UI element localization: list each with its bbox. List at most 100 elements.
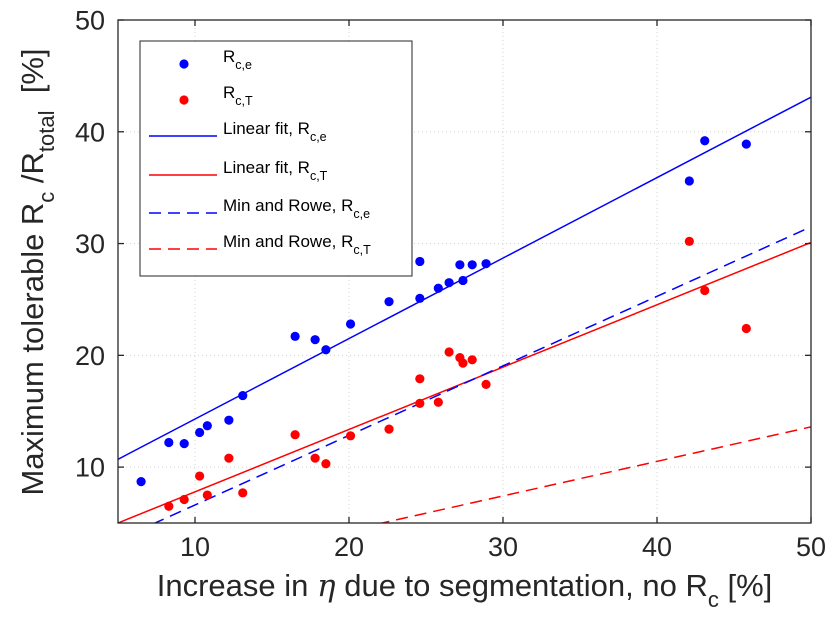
legend-label: Linear fit, Rc,T (223, 158, 328, 183)
legend-label-subscript: c,e (310, 130, 327, 144)
legend-label-main: Linear fit, R (223, 119, 310, 138)
data-point-rct (238, 488, 248, 498)
legend-entry: Min and Rowe, Rc,T (149, 232, 371, 257)
legend-label-main: R (223, 47, 235, 66)
data-point-rct (224, 453, 234, 463)
data-point-rct (741, 323, 751, 334)
y-tick-label: 40 (75, 117, 105, 147)
x-label-part-2: due to segmentation, no R (336, 568, 708, 603)
y-label-part-2: /R (15, 152, 50, 192)
data-point-rct (321, 459, 331, 469)
data-point-rce (224, 415, 234, 425)
data-point-rce (433, 283, 443, 293)
data-point-rce (455, 260, 465, 270)
data-point-rce (136, 477, 146, 487)
axis-ticks: 10 20 30 40 50 10 20 30 40 50 (75, 6, 826, 563)
y-axis-label: Maximum tolerable Rc /Rtotal [%] (15, 48, 59, 495)
x-label-subscript: c (708, 587, 719, 612)
data-point-rct (458, 358, 468, 368)
x-axis-label: Increase in η due to segmentation, no Rc… (157, 568, 773, 612)
legend-label: Min and Rowe, Rc,e (223, 196, 370, 221)
min-rowe-line-rct (378, 426, 811, 523)
data-point-rct (700, 285, 710, 296)
data-point-rce (321, 345, 331, 355)
x-label-part-1: Increase in (157, 568, 317, 603)
legend-label-subscript: c,T (235, 94, 253, 108)
y-label-part-3: [%] (15, 48, 50, 110)
data-point-rct (433, 397, 443, 407)
legend-entry: Linear fit, Rc,e (149, 119, 327, 144)
data-point-rct (179, 494, 189, 505)
legend-label-main: Linear fit, R (223, 158, 310, 177)
legend-box (139, 40, 413, 277)
data-point-rce (164, 437, 174, 448)
legend-label-main: Min and Rowe, R (223, 196, 353, 215)
data-point-rce (345, 319, 356, 329)
legend-marker (179, 95, 189, 105)
legend-entry: Rc,e (179, 47, 252, 72)
y-tick-label: 20 (75, 341, 105, 371)
y-tick-label: 10 (75, 453, 105, 483)
x-tick-label: 40 (642, 532, 672, 562)
y-label-subscript-c: c (34, 192, 59, 203)
legend-label-subscript: c,T (353, 243, 371, 257)
data-point-rct (684, 236, 694, 246)
data-point-rce (195, 427, 205, 438)
data-point-rct (415, 398, 425, 408)
data-point-rct (195, 471, 205, 481)
legend-label-subscript: c,e (353, 207, 370, 221)
data-point-rce (467, 260, 477, 270)
legend-entry: Min and Rowe, Rc,e (149, 196, 370, 221)
legend-label-subscript: c,T (310, 169, 328, 183)
data-point-rce (179, 439, 189, 449)
legend-label: Linear fit, Rc,e (223, 119, 327, 144)
legend-label: Min and Rowe, Rc,T (223, 232, 371, 257)
data-point-rce (238, 390, 248, 401)
y-label-part-1: Maximum tolerable R (15, 203, 50, 496)
data-point-rct (290, 430, 300, 440)
data-point-rce (415, 293, 425, 303)
legend-label: Rc,T (223, 83, 253, 108)
data-point-rct (467, 355, 477, 365)
data-point-rct (444, 347, 454, 357)
data-point-rce (481, 259, 491, 269)
data-point-rct (384, 424, 394, 434)
legend-label-main: Min and Rowe, R (223, 232, 353, 251)
x-tick-label: 10 (180, 532, 210, 562)
x-label-eta: η (317, 568, 336, 604)
x-tick-label: 20 (334, 532, 364, 562)
y-tick-label: 50 (75, 6, 105, 36)
data-point-rce (458, 275, 468, 286)
data-point-rct (202, 490, 212, 500)
data-point-rce (444, 278, 454, 288)
data-point-rct (415, 374, 425, 384)
legend-entry: Linear fit, Rc,T (149, 158, 328, 183)
data-point-rce (384, 297, 394, 307)
data-point-rce (700, 136, 710, 146)
data-point-rct (345, 431, 356, 441)
data-points (136, 136, 751, 511)
data-point-rce (415, 256, 425, 267)
legend-label-main: R (223, 83, 235, 102)
data-point-rct (310, 453, 320, 463)
x-label-part-3: [%] (719, 568, 772, 603)
min-rowe-line-rce (153, 226, 811, 523)
x-tick-label: 30 (488, 532, 518, 562)
legend-label-subscript: c,e (235, 58, 252, 72)
y-label-subscript-total: total (34, 110, 59, 152)
x-tick-label: 50 (796, 532, 826, 562)
data-point-rce (310, 335, 320, 345)
data-point-rce (684, 176, 694, 186)
data-point-rct (481, 379, 491, 389)
legend-entry: Rc,T (179, 83, 253, 108)
legend-label: Rc,e (223, 47, 252, 72)
legend-marker (179, 59, 189, 69)
y-tick-label: 30 (75, 229, 105, 259)
data-point-rce (741, 139, 751, 149)
plot-frame (117, 19, 812, 524)
data-point-rce (290, 331, 300, 341)
data-point-rct (164, 501, 174, 511)
data-point-rce (202, 421, 212, 431)
